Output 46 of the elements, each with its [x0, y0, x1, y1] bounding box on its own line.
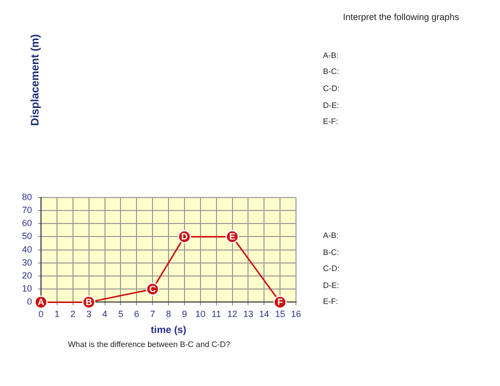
annotation: D [181, 232, 188, 242]
x-tick-label: 0 [38, 309, 44, 320]
text: A-B: [323, 231, 339, 240]
x-tick-label: 11 [212, 309, 221, 320]
x-tick-label: 12 [227, 309, 238, 320]
x-tick-label: 16 [290, 309, 302, 320]
annotation: A [38, 297, 45, 308]
y-tick-label: 20 [22, 270, 32, 280]
x-tick-label: 4 [102, 309, 108, 320]
text: B-C: [323, 67, 339, 76]
y-tick-label: 80 [22, 192, 32, 202]
x-tick-label: 10 [195, 309, 206, 320]
y-tick-label: 0 [26, 296, 32, 307]
x-tick-label: 7 [150, 309, 156, 320]
annotation: E [229, 232, 236, 242]
annotation: F [277, 297, 284, 308]
text: E-F: [323, 297, 338, 306]
x-tick-label: 13 [243, 309, 254, 320]
x-tick-label: 8 [166, 309, 172, 320]
text: E-F: [323, 117, 338, 126]
annotation: B [86, 297, 93, 308]
text: Displacement (m) [30, 34, 42, 126]
x-tick-label: 1 [54, 309, 60, 320]
x-tick-label: 6 [134, 309, 140, 320]
x-tick-label: 3 [86, 309, 92, 320]
x-tick-label: 9 [182, 309, 187, 320]
x-tick-label: 2 [70, 309, 76, 320]
y-tick-label: 60 [22, 218, 32, 228]
text: C-D: [323, 84, 340, 93]
y-tick-label: 30 [22, 257, 32, 268]
text: D-E: [323, 281, 339, 290]
y-tick-label: 70 [22, 204, 32, 215]
text: A-B: [323, 51, 339, 60]
text: B-C: [323, 248, 339, 257]
y-tick-label: 50 [22, 231, 32, 242]
annotation: C [149, 284, 156, 294]
x-tick-label: 5 [118, 309, 124, 320]
text: D-E: [323, 101, 339, 110]
x-axis-title: time (s) [150, 324, 186, 336]
text: Interpret the following graphs [343, 12, 460, 22]
x-tick-label: 14 [259, 309, 270, 320]
y-tick-label: 40 [22, 244, 32, 254]
x-tick-label: 15 [275, 309, 286, 320]
text: What is the difference between B-C and C-D? [68, 340, 230, 349]
y-tick-label: 10 [22, 284, 32, 294]
text: C-D: [323, 264, 340, 273]
